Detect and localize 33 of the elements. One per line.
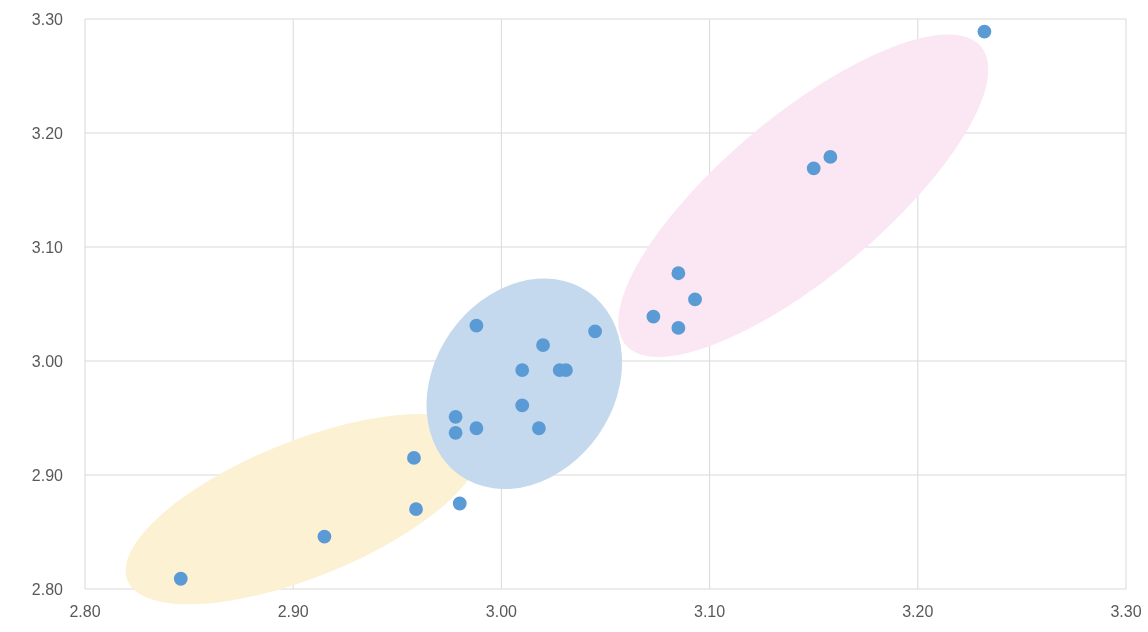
- point: [646, 309, 661, 324]
- point: [671, 266, 686, 281]
- y-tick-label: 2.90: [31, 467, 64, 484]
- x-tick-label: 3.10: [694, 603, 726, 620]
- y-tick-label: 3.10: [31, 239, 64, 256]
- point: [448, 425, 463, 440]
- y-tick-label: 3.20: [31, 125, 64, 142]
- point: [977, 24, 992, 39]
- point: [515, 398, 530, 413]
- point: [531, 421, 546, 436]
- point: [688, 292, 702, 307]
- x-tick-label: 3.30: [1110, 603, 1142, 620]
- x-tick-label: 3.20: [902, 603, 934, 620]
- x-tick-label: 2.90: [277, 603, 309, 620]
- point: [448, 409, 463, 424]
- point: [536, 338, 550, 352]
- point: [515, 363, 530, 378]
- point: [469, 318, 484, 333]
- x-tick-label: 3.00: [485, 603, 518, 620]
- point: [409, 502, 423, 517]
- point: [469, 421, 484, 436]
- point: [806, 161, 821, 176]
- y-tick-label: 3.00: [31, 353, 64, 370]
- point: [317, 529, 332, 544]
- point: [823, 150, 838, 164]
- point: [173, 571, 188, 586]
- y-tick-label: 3.30: [31, 11, 64, 28]
- point: [671, 321, 686, 335]
- point: [452, 496, 467, 511]
- y-tick-label: 2.80: [31, 581, 64, 598]
- point: [588, 324, 602, 339]
- x-tick-label: 2.80: [69, 603, 101, 620]
- point: [407, 451, 421, 465]
